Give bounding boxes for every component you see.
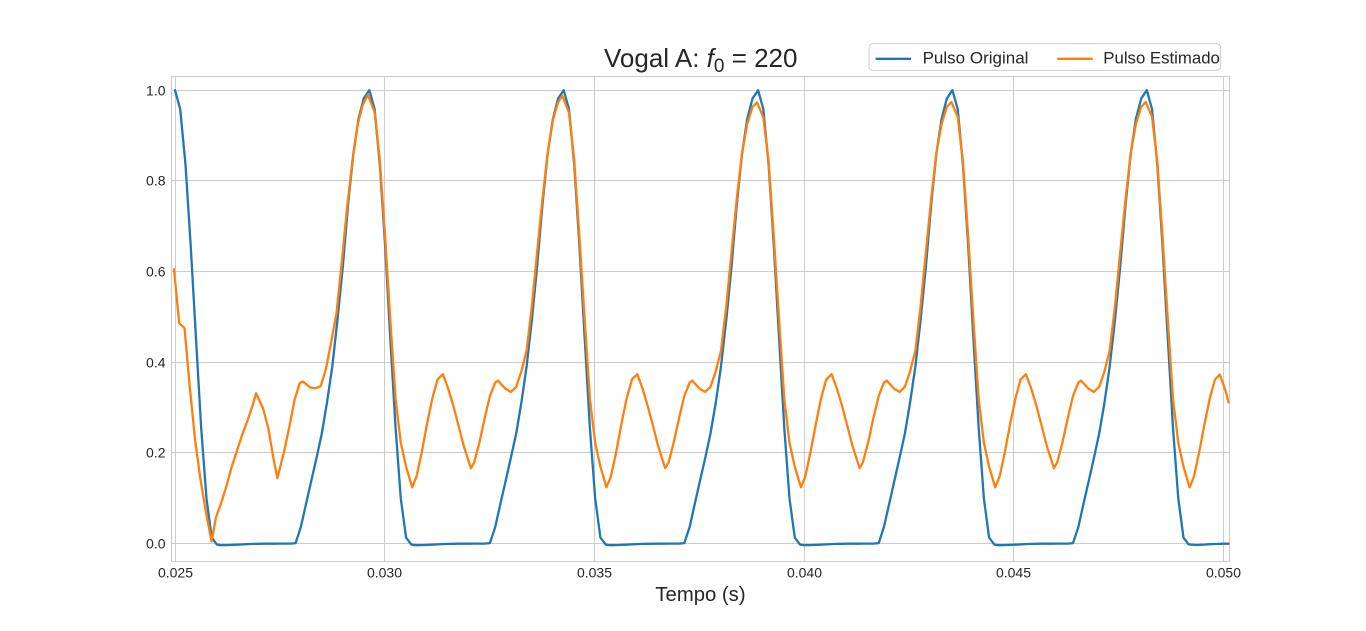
svg-text:0.040: 0.040 — [787, 565, 822, 581]
svg-text:0.030: 0.030 — [367, 565, 402, 581]
svg-text:0.2: 0.2 — [146, 445, 166, 461]
svg-text:Pulso Estimado: Pulso Estimado — [1103, 49, 1220, 68]
svg-text:Vogal A: f0 = 220: Vogal A: f0 = 220 — [604, 43, 797, 77]
svg-text:0.035: 0.035 — [577, 565, 612, 581]
svg-text:Tempo (s): Tempo (s) — [655, 584, 745, 606]
svg-text:1.0: 1.0 — [146, 83, 166, 99]
svg-text:0.045: 0.045 — [996, 565, 1031, 581]
svg-text:0.050: 0.050 — [1206, 565, 1241, 581]
svg-text:0.6: 0.6 — [146, 264, 166, 280]
svg-text:0.8: 0.8 — [146, 173, 166, 189]
svg-text:Pulso Original: Pulso Original — [923, 49, 1029, 68]
svg-text:0.0: 0.0 — [146, 536, 166, 552]
svg-text:0.025: 0.025 — [158, 565, 193, 581]
svg-text:0.4: 0.4 — [146, 355, 166, 371]
